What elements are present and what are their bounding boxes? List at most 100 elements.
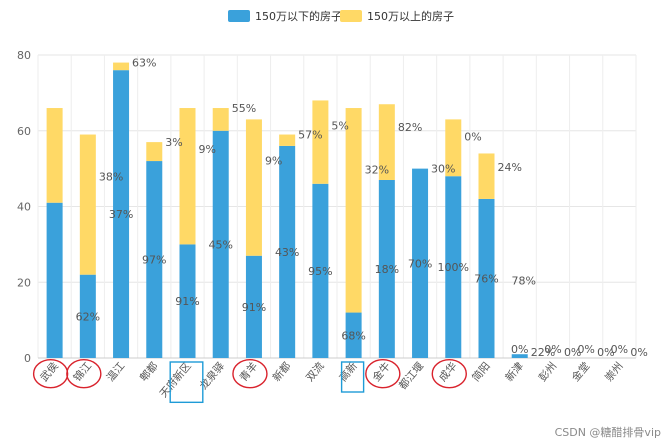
label-above-150w: 0% <box>597 346 614 359</box>
y-axis: 0 20 40 60 80 <box>17 49 31 365</box>
x-category-label: 崇州 <box>603 360 626 384</box>
label-above-150w: 22% <box>531 346 555 359</box>
label-below-150w: 91% <box>175 295 199 308</box>
x-category-label: 天府新区 <box>157 360 194 401</box>
x-category-label: 郫都 <box>137 359 161 384</box>
label-above-150w: 5% <box>331 119 348 132</box>
label-below-150w: 91% <box>242 301 266 314</box>
label-above-150w: 9% <box>199 143 216 156</box>
bar-above-150w <box>245 119 262 256</box>
label-below-150w: 0% <box>511 343 528 356</box>
red-circle-annotation <box>66 359 102 389</box>
bar-above-150w <box>345 108 362 313</box>
label-below-150w: 97% <box>142 254 166 267</box>
grid <box>37 54 637 359</box>
bar-below-150w <box>279 145 296 358</box>
y-tick-label: 60 <box>17 125 31 138</box>
label-above-150w: 55% <box>232 102 256 115</box>
label-below-150w: 0% <box>577 343 594 356</box>
bar-below-150w <box>79 274 96 358</box>
label-below-150w: 95% <box>308 265 332 278</box>
bar-below-150w <box>245 255 262 358</box>
x-category-label: 简阳 <box>469 360 492 384</box>
bar-below-150w <box>345 312 362 358</box>
x-category-label: 新津 <box>503 359 527 384</box>
label-above-150w: 38% <box>99 171 123 184</box>
label-below-150w: 37% <box>109 208 133 221</box>
x-category-label: 高新 <box>336 359 360 384</box>
legend-swatch <box>340 10 362 22</box>
label-above-150w: 63% <box>132 57 156 70</box>
x-category-label: 双流 <box>303 359 327 384</box>
x-category-label: 都江堰 <box>397 360 427 392</box>
x-category-label: 成华 <box>436 360 459 384</box>
label-above-150w: 0% <box>464 130 481 143</box>
x-category-label: 新都 <box>270 359 294 384</box>
label-above-150w: 57% <box>298 129 322 142</box>
bar-below-150w <box>412 168 429 358</box>
bar-below-150w <box>445 176 462 358</box>
label-below-150w: 62% <box>76 310 100 323</box>
label-below-150w: 43% <box>275 246 299 259</box>
bar-below-150w <box>312 183 329 358</box>
legend-swatch <box>228 10 250 22</box>
bars <box>46 62 528 359</box>
x-category-label: 青羊 <box>237 360 260 384</box>
red-circle-annotation <box>365 359 401 389</box>
label-above-150w: 30% <box>431 163 455 176</box>
bar-above-150w <box>478 153 495 199</box>
red-circle-annotation <box>32 359 69 389</box>
label-below-150w: 0% <box>611 343 628 356</box>
bar-above-150w <box>279 134 296 146</box>
bar-below-150w <box>212 130 229 358</box>
label-below-150w: 68% <box>341 329 365 342</box>
label-below-150w: 76% <box>474 272 498 285</box>
bar-below-150w <box>511 354 528 358</box>
label-extra: 78% <box>511 274 535 287</box>
data-labels: 62% 38% 37% 63% 97% 3% 91% 9% 45% 55% 91% 9% 43% 57% 9… <box>76 57 648 359</box>
y-tick-label: 80 <box>17 49 31 62</box>
bar-above-150w <box>312 100 329 184</box>
bar-below-150w <box>113 70 130 359</box>
red-circle-annotation <box>431 359 467 389</box>
x-category-label: 温江 <box>105 360 128 384</box>
bar-below-150w <box>179 244 196 358</box>
bar-above-150w <box>212 108 229 131</box>
y-tick-label: 20 <box>17 276 31 289</box>
bar-above-150w <box>146 142 163 162</box>
label-below-150w: 70% <box>408 257 432 270</box>
label-above-150w: 32% <box>365 163 389 176</box>
bar-above-150w <box>179 108 196 245</box>
annotations <box>32 359 467 404</box>
x-category-label: 金牛 <box>370 360 393 384</box>
label-above-150w: 0% <box>630 346 647 359</box>
x-category-label: 彭州 <box>536 360 559 384</box>
blue-box-annotation <box>340 361 365 393</box>
label-above-150w: 9% <box>265 154 282 167</box>
blue-box-annotation <box>169 361 204 404</box>
y-tick-label: 0 <box>24 352 31 365</box>
bar-below-150w <box>146 161 163 358</box>
watermark: CSDN @糖醋排骨vip <box>554 426 661 439</box>
legend-label: 150万以下的房子 <box>255 9 342 23</box>
label-below-150w: 0% <box>544 343 561 356</box>
label-above-150w: 24% <box>498 161 522 174</box>
bar-above-150w <box>113 62 130 71</box>
red-circle-annotation <box>232 359 268 389</box>
bar-below-150w <box>378 179 395 358</box>
bar-above-150w <box>445 119 462 177</box>
x-category-label: 龙泉驿 <box>197 359 228 392</box>
x-category-label: 金堂 <box>569 360 592 384</box>
bar-above-150w <box>378 104 395 180</box>
label-above-150w: 0% <box>564 346 581 359</box>
legend: 150万以下的房子 150万以上的房子 <box>228 9 454 23</box>
bar-above-150w <box>79 134 96 275</box>
label-below-150w: 18% <box>375 263 399 276</box>
bar-below-150w <box>46 202 63 358</box>
label-above-150w: 82% <box>398 121 422 134</box>
bar-above-150w <box>46 108 63 203</box>
label-above-150w: 3% <box>165 136 182 149</box>
bar-below-150w <box>478 198 495 358</box>
